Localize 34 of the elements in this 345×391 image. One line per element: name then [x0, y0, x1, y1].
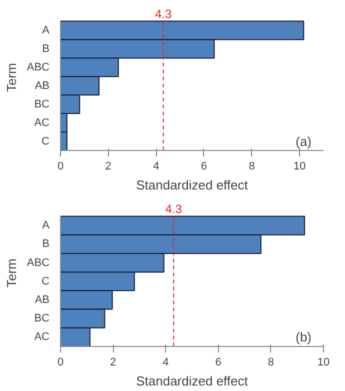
x-tick-label: 2 — [105, 160, 112, 172]
y-tick-label: AB — [34, 80, 50, 92]
ref-line-label: 4.3 — [154, 7, 172, 22]
x-tick-label: 6 — [200, 160, 208, 172]
y-axis-title: Term — [4, 63, 19, 92]
y-tick-label: AB — [34, 294, 50, 306]
y-tick-label: ABC — [26, 256, 50, 269]
y-axis-title: Term — [4, 258, 19, 288]
y-tick-label: ABC — [26, 61, 50, 74]
x-tick-label: 6 — [215, 356, 222, 368]
y-tick-label: A — [42, 220, 50, 232]
annotation: (b) — [296, 330, 312, 345]
ref-line-label: 4.3 — [165, 202, 182, 216]
x-tick-label: 0 — [57, 160, 64, 172]
y-tick-label: AC — [34, 331, 50, 344]
annotation: (a) — [296, 134, 312, 149]
y-tick-label: AC — [34, 116, 50, 129]
x-tick-label: 10 — [317, 356, 330, 368]
x-tick-label: 4 — [153, 160, 160, 172]
x-tick-label: 0 — [57, 356, 64, 368]
y-tick-label: BC — [34, 312, 50, 325]
x-axis-title: Standardized effect — [136, 178, 248, 192]
x-tick-label: 2 — [110, 356, 116, 368]
y-tick-label: B — [42, 42, 50, 55]
x-axis-title: Standardized effect — [136, 374, 248, 388]
y-tick-label: A — [42, 24, 50, 36]
x-tick-label: 8 — [268, 356, 274, 368]
x-tick-label: 10 — [293, 160, 306, 172]
x-tick-label: 8 — [248, 160, 255, 172]
y-tick-label: BC — [34, 98, 50, 110]
y-tick-label: B — [42, 238, 50, 250]
x-tick-label: 4 — [162, 356, 169, 368]
y-tick-label: C — [42, 135, 50, 148]
y-tick-label: C — [42, 275, 50, 288]
